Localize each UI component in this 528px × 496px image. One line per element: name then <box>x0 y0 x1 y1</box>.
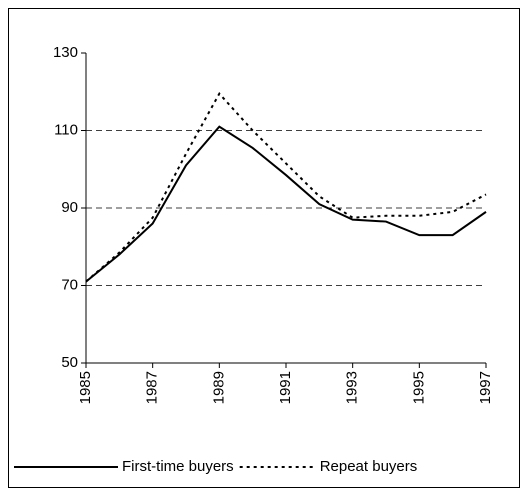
x-tick-label: 1995 <box>410 371 427 404</box>
x-tick-label: 1997 <box>477 371 494 404</box>
series-line <box>85 125 487 283</box>
x-tick-label: 1989 <box>210 371 227 404</box>
x-tick-label: 1993 <box>344 371 361 404</box>
y-tick-label: 70 <box>61 276 78 293</box>
y-tick-label: 50 <box>61 354 78 371</box>
series-line <box>85 91 487 283</box>
legend-label: Repeat buyers <box>320 458 418 475</box>
x-tick-label: 1987 <box>144 371 161 404</box>
x-tick-label: 1985 <box>77 371 94 404</box>
x-tick-label: 1991 <box>277 371 294 404</box>
y-tick-label: 130 <box>53 44 78 61</box>
y-tick-label: 110 <box>54 121 78 138</box>
y-tick-label: 90 <box>61 199 78 216</box>
legend-label: First-time buyers <box>122 458 234 475</box>
chart-frame <box>8 8 520 488</box>
